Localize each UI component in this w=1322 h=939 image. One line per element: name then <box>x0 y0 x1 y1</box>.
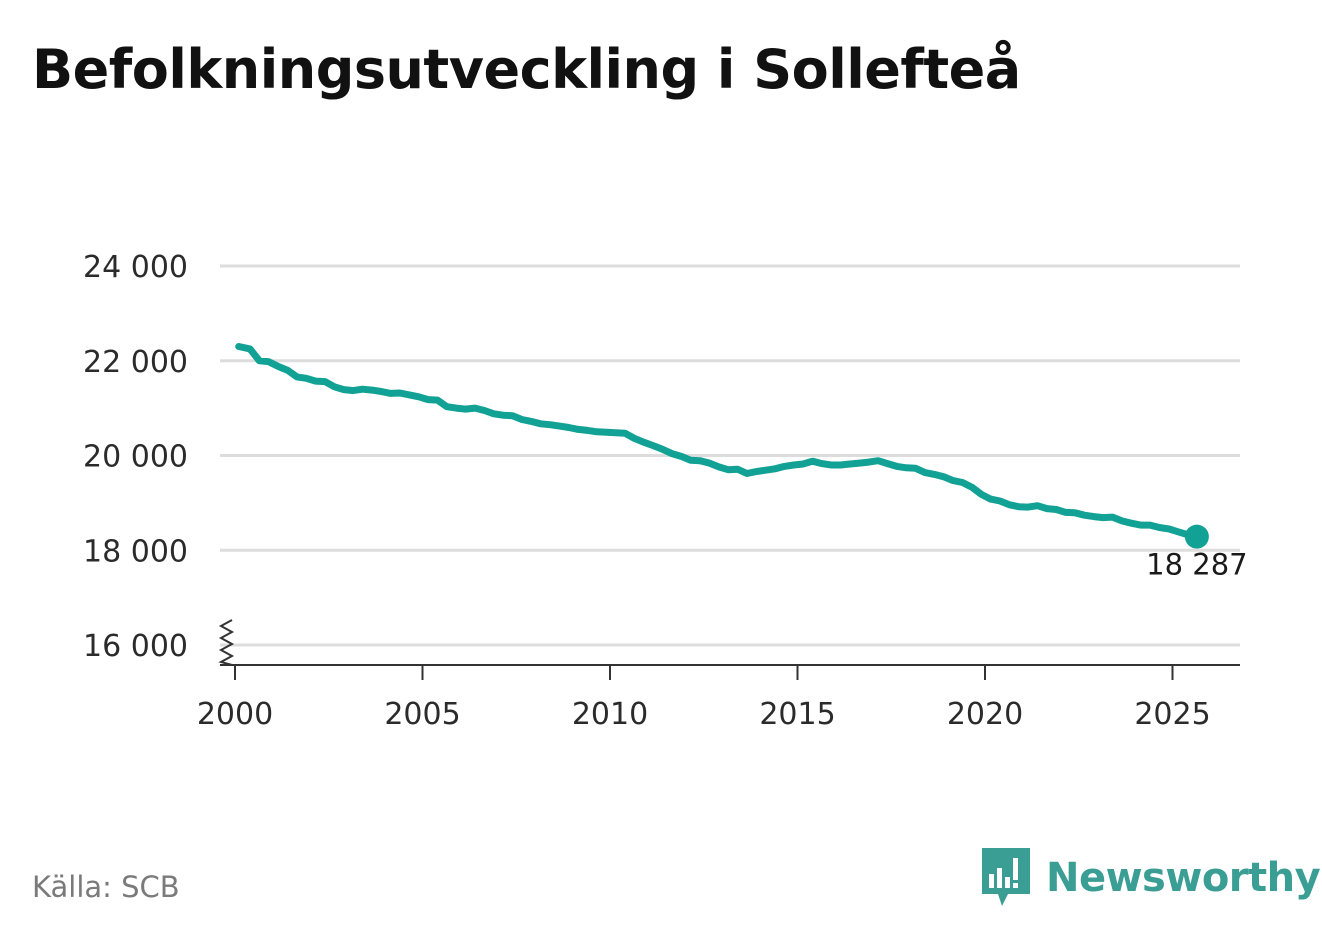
x-tick-label: 2005 <box>384 697 460 732</box>
y-tick-label: 22 000 <box>83 345 188 380</box>
gridlines <box>220 264 1240 647</box>
x-axis-ticks: 2000 2005 2010 2015 2020 2025 <box>197 665 1211 732</box>
y-tick-label: 16 000 <box>83 629 188 664</box>
y-tick-label: 20 000 <box>83 440 188 475</box>
y-axis-break-icon <box>218 619 235 666</box>
x-tick-label: 2020 <box>947 697 1023 732</box>
x-tick-label: 2000 <box>197 697 273 732</box>
chart-title: Befolkningsutveckling i Sollefteå <box>32 38 1021 101</box>
newsworthy-logo: Newsworthy <box>980 846 1321 910</box>
y-axis-ticks: 16 000 18 000 20 000 22 000 24 000 <box>83 250 188 664</box>
source-note: Källa: SCB <box>32 870 180 904</box>
newsworthy-logo-icon <box>982 848 1030 906</box>
y-tick-label: 24 000 <box>83 250 188 285</box>
y-tick-label: 18 000 <box>83 534 188 569</box>
latest-value-label: 18 287 <box>1146 548 1247 582</box>
population-series-line <box>235 343 1201 541</box>
x-tick-label: 2015 <box>759 697 835 732</box>
brand-name: Newsworthy <box>1046 855 1321 901</box>
latest-value-point <box>1184 524 1209 549</box>
x-tick-label: 2010 <box>572 697 648 732</box>
x-tick-label: 2025 <box>1134 697 1210 732</box>
